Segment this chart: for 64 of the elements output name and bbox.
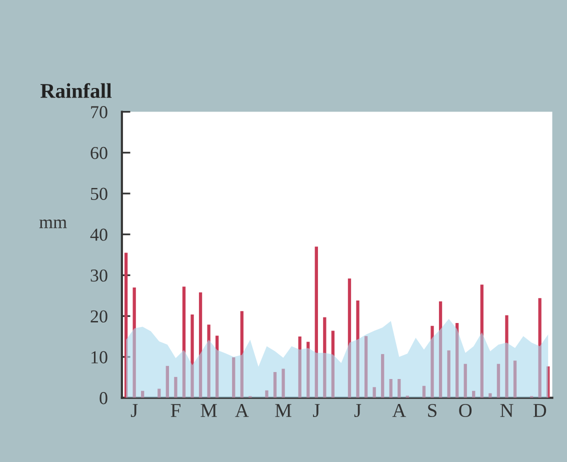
y-tick-label: 10 [92, 351, 108, 364]
bar [240, 311, 244, 398]
bar [438, 301, 442, 398]
bar [306, 342, 310, 398]
x-tick-label: S [428, 404, 436, 418]
bar [331, 330, 335, 398]
y-tick-label: 60 [90, 146, 108, 160]
bar [298, 336, 302, 398]
bar [314, 246, 318, 398]
bar [124, 252, 128, 398]
bar [364, 336, 368, 398]
x-tick-label: O [459, 404, 472, 418]
y-tick-label: 20 [90, 310, 108, 323]
x-tick-label: J [354, 404, 362, 418]
bar [356, 300, 360, 398]
bar [207, 324, 210, 398]
bar [513, 360, 517, 398]
bar [381, 354, 384, 398]
x-tick-label: N [500, 404, 514, 417]
bar [422, 386, 426, 398]
x-tick-label: M [275, 404, 292, 417]
bar [158, 388, 161, 398]
bar [141, 390, 144, 398]
y-tick-label: 50 [91, 188, 108, 200]
bar [166, 366, 169, 398]
bar [348, 278, 352, 398]
bar [232, 357, 236, 398]
bar [538, 298, 542, 398]
x-tick-label: D [533, 404, 546, 417]
bar [398, 378, 401, 398]
bar [464, 364, 467, 398]
x-tick-label: A [235, 404, 249, 417]
bar [488, 393, 492, 398]
bar [216, 336, 219, 398]
chart-title: Rainfall [40, 83, 112, 98]
bar [190, 314, 194, 398]
x-tick-label: J [313, 404, 320, 418]
bar [273, 372, 277, 398]
x-tick-label: F [170, 404, 180, 417]
y-tick-label: 40 [90, 228, 108, 241]
bar [182, 286, 186, 398]
bar [265, 390, 268, 398]
bar [389, 378, 392, 398]
bar [282, 368, 285, 398]
bar [447, 350, 450, 398]
y-axis-title: mm [39, 220, 67, 228]
bar [132, 287, 136, 398]
bar [323, 317, 326, 398]
x-tick-label: M [200, 404, 217, 417]
bar [496, 364, 500, 398]
bar [480, 284, 484, 398]
bar [198, 292, 202, 398]
x-tick-label: A [392, 404, 406, 417]
bar [472, 390, 476, 398]
bar [430, 326, 434, 398]
y-tick-label: 0 [100, 392, 108, 404]
y-tick-label: 70 [91, 106, 108, 118]
bar [174, 376, 178, 398]
bar [456, 323, 459, 398]
y-tick-label: 30 [90, 269, 108, 282]
bar [546, 366, 550, 398]
bar [505, 315, 508, 398]
x-tick-label: J [130, 404, 138, 418]
bar [372, 387, 376, 398]
